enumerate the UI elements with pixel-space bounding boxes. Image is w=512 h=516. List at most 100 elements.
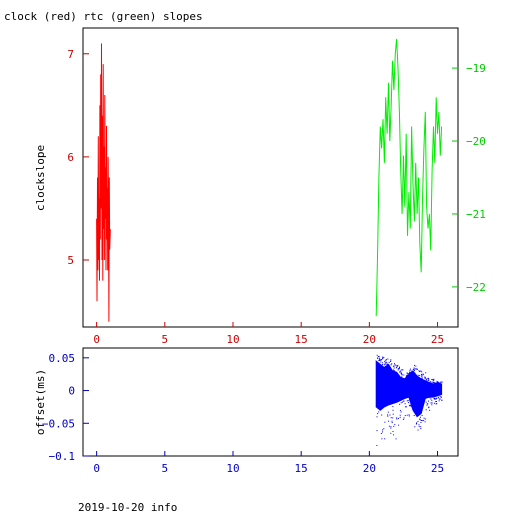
offset-point [436,403,438,405]
offset-point [414,368,416,370]
offset-point [398,424,400,426]
offset-point [408,415,410,417]
offset-point [384,362,386,364]
offset-point [430,381,432,383]
offset-point [435,401,437,403]
offset-point [390,426,392,428]
offset-point [395,438,397,440]
offset-point [407,375,409,377]
offset-point [431,404,433,406]
offset-point [428,379,430,381]
offset-point [396,417,398,419]
offset-point [392,417,394,419]
offset-point [426,379,427,381]
offset-point [432,381,434,383]
offset-point [428,400,429,402]
offset-point [439,382,441,384]
offset-point [382,364,384,365]
slope-x-tick-label: 15 [295,333,308,346]
offset-point [378,356,380,358]
offset-point [431,379,433,380]
offset-point [395,367,397,369]
offset-point [377,356,379,357]
offset-point [421,375,423,377]
offset-y-tick-label: −0.05 [42,417,75,430]
offset-point [403,417,405,419]
offset-point [399,416,401,418]
offset-point [416,368,418,370]
offset-point [425,378,427,380]
offset-point [399,371,401,373]
offset-point [380,361,382,363]
offset-point [424,376,426,378]
offset-point [384,365,386,367]
offset-point [438,400,440,402]
offset-point [406,414,408,416]
clock-slope-line [96,43,111,322]
offset-point [390,360,391,362]
offset-point [398,368,400,370]
offset-point [402,401,403,403]
offset-point [384,363,386,365]
offset-point [436,398,438,400]
offset-point [385,359,387,360]
slope-y-tick-label: 5 [67,254,74,267]
offset-point [397,369,399,371]
offset-point [431,382,433,384]
offset-point [394,363,395,365]
offset-point [378,411,380,413]
offset-point [413,369,415,371]
offset-point [431,399,433,401]
offset-point [421,375,423,377]
offset-point [433,379,435,381]
offset-point [390,364,392,366]
offset-point [433,398,435,399]
offset-point [391,420,393,422]
offset-point [424,421,426,423]
offset-point [406,374,408,376]
offset-point [376,416,378,418]
offset-x-tick-label: 20 [363,462,376,475]
offset-point [403,400,405,402]
offset-point [420,420,422,421]
offset-point [376,430,378,432]
offset-point [420,416,421,418]
offset-point [408,402,409,404]
offset-point [429,409,431,411]
offset-point [397,365,399,367]
offset-point [400,411,402,413]
offset-point [428,407,430,409]
offset-point [409,372,410,374]
offset-panel: 0 5 10 15 20 25 0.05 0 −0.05 −0.1 offset(ms) [34,347,459,475]
offset-point [400,370,402,372]
offset-point [418,424,420,426]
offset-point [424,377,426,379]
offset-x-tick-label: 5 [162,462,169,475]
offset-point [412,397,414,399]
offset-point [440,396,442,398]
slope-x-tick-label: 20 [363,333,376,346]
offset-dense-band [375,360,443,418]
offset-point [411,406,413,408]
offset-point [399,414,401,416]
offset-point [429,381,431,383]
offset-point [401,372,402,374]
offset-point [394,364,396,366]
offset-point [378,359,380,361]
offset-point [392,369,394,371]
slope-panel: 0 5 10 15 20 25 5 6 7 −22 −21 −20 −19 clockslope [34,27,486,346]
offset-point [435,383,437,385]
offset-point [398,417,399,419]
offset-point [417,374,419,376]
offset-point [399,409,401,411]
offset-point [392,413,394,415]
offset-point [439,395,441,397]
offset-point [378,357,380,359]
offset-point [388,361,390,363]
offset-x-axis: 0 5 10 15 20 25 [93,451,444,475]
offset-point [409,368,411,370]
slope-y2-tick-label: −21 [466,208,486,221]
slope-y-tick-label: 6 [67,151,74,164]
offset-point [393,370,395,372]
offset-point [408,405,410,407]
